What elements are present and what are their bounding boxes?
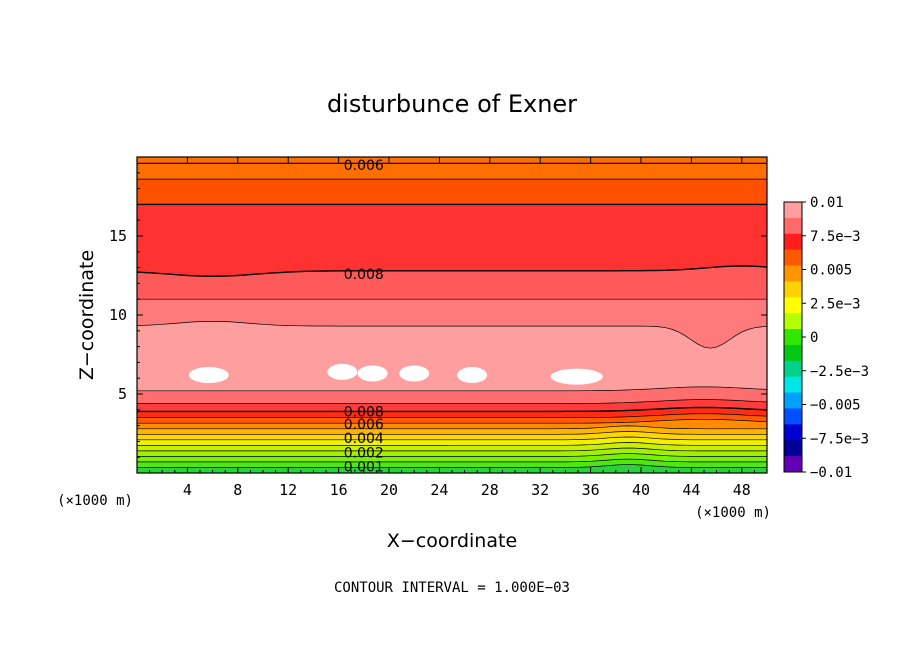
colorbar-swatch [784,202,802,219]
x-tick-label: 36 [582,481,600,499]
colorbar: 0.01 7.5e−3 0.005 2.5e−3 0 −2.5e−3 −0.005 −7.5e… [783,195,869,481]
contour-label: 0.002 [344,445,384,461]
contour-line [137,406,767,413]
y-tick-label: 5 [118,385,127,403]
x-tick-label: 48 [733,481,751,499]
colorbar-label: −2.5e−3 [810,364,869,380]
white-patch [457,367,488,384]
contour-line [137,431,767,435]
contour-line [137,464,767,468]
contour-line-layer [137,162,767,468]
colorbar-swatch [784,233,802,251]
x-axis-unit-right: (×1000 m) [695,505,771,521]
colorbar-label: 0.01 [810,195,844,211]
contour-line [137,453,767,457]
contour-line [137,386,767,392]
x-axis-ticks: 4 8 12 16 20 24 28 32 36 40 44 48 [149,157,755,499]
colorbar-swatch [784,344,802,362]
colorbar-swatch [784,392,802,409]
colorbar-label: −0.01 [810,465,852,481]
colorbar-label: 0.005 [810,263,852,279]
white-patch-layer [188,363,603,385]
x-tick-label: 44 [682,481,700,499]
contour-label: 0.008 [344,267,384,283]
x-axis-label: X−coordinate [387,530,517,552]
x-tick-label: 16 [330,481,348,499]
colorbar-label: 2.5e−3 [810,296,861,312]
y-tick-label: 10 [109,306,127,324]
colorbar-swatch [784,265,802,282]
contour-line [137,413,767,419]
x-axis-unit-left: (×1000 m) [57,493,133,509]
contour-line [137,265,767,278]
x-tick-label: 40 [632,481,650,499]
contour-fill-layer [137,157,767,473]
y-tick-label: 15 [109,227,127,245]
contour-label: 0.006 [344,158,384,174]
x-tick-label: 4 [183,481,192,499]
x-tick-label: 20 [380,481,398,499]
white-patch [399,365,430,382]
colorbar-swatch [784,249,802,267]
contour-band [137,464,767,473]
contour-line [137,425,767,430]
x-tick-label: 8 [233,481,242,499]
colorbar-swatch [784,217,802,235]
x-tick-label: 28 [481,481,499,499]
contour-label: 0.008 [344,404,384,420]
contour-line [137,399,767,404]
contour-label: 0.006 [344,417,384,433]
colorbar-swatch [784,313,802,330]
colorbar-label: 0 [810,330,818,346]
colorbar-swatch [784,424,802,441]
y-axis-label: Z−coordinate [76,250,98,380]
x-tick-label: 24 [430,481,448,499]
white-patch [550,368,603,385]
contour-line [137,447,767,452]
contour-line [137,442,767,446]
colorbar-label: 7.5e−3 [810,229,861,245]
colorbar-label: −0.005 [810,398,861,414]
colorbar-swatch [784,408,802,425]
colorbar-label: −7.5e−3 [810,431,869,447]
chart-title: disturbunce of Exner [327,90,577,118]
colorbar-swatch [784,456,802,473]
contour-line [137,436,767,441]
contour-label: 0.004 [344,431,384,447]
contour-line [137,418,767,424]
colorbar-swatch [784,329,802,346]
contour-line [137,320,767,349]
white-patch [357,365,388,382]
x-tick-label: 12 [279,481,297,499]
y-axis-ticks: 5 10 15 [109,172,767,458]
colorbar-swatch [784,297,802,314]
white-patch [327,363,358,380]
colorbar-swatch [784,360,802,378]
contour-label: 0.001 [344,460,384,476]
colorbar-swatch [784,376,802,394]
colorbar-swatch [784,440,802,457]
contour-interval-note: CONTOUR INTERVAL = 1.000E−03 [334,580,570,596]
contour-line [137,458,767,463]
white-patch [188,367,229,384]
colorbar-swatch [784,281,802,298]
x-tick-label: 32 [531,481,549,499]
